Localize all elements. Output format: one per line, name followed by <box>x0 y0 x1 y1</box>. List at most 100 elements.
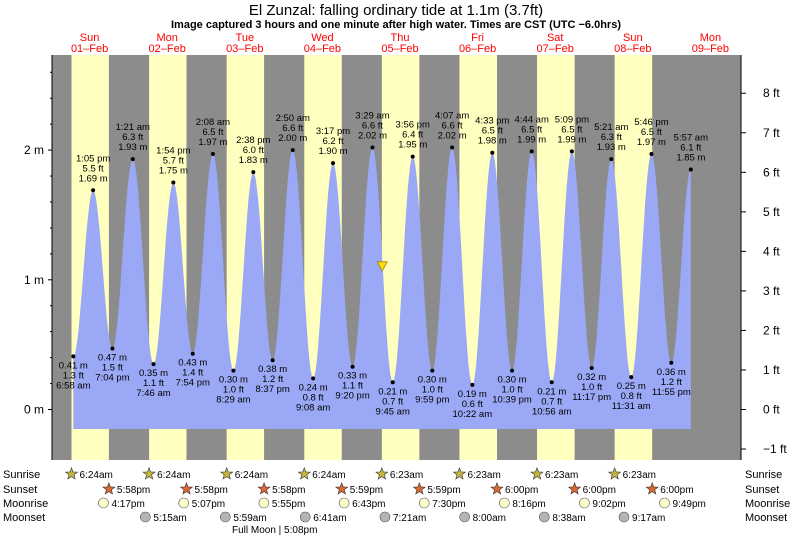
tide-label: 6.1 ft <box>680 143 701 154</box>
tide-label: 2.00 m <box>278 133 307 144</box>
sun-star-icon <box>179 481 194 495</box>
tide-label: 1.1 ft <box>342 381 363 392</box>
chart-subtitle: Image captured 3 hours and one minute af… <box>171 19 621 31</box>
tide-label: 0.33 m <box>338 371 367 382</box>
day-date: 06–Feb <box>459 43 496 55</box>
tide-label: 3:17 pm <box>316 126 350 137</box>
day-date: 03–Feb <box>226 43 263 55</box>
day-name: Fri <box>471 32 484 44</box>
row-label-right: Moonset <box>745 512 787 524</box>
tide-labels: 0.41 m1.3 ft6:58 am 1:05 pm5.5 ft1.69 m 0.… <box>56 111 708 420</box>
event-time: 6:23am <box>545 470 578 481</box>
moon-icon <box>499 497 510 509</box>
sun-star-icon <box>490 481 504 495</box>
tide-label: 0.36 m <box>657 367 686 378</box>
tide-area <box>73 147 691 429</box>
tide-label: 1.69 m <box>79 173 108 184</box>
day-date: 05–Feb <box>381 43 418 55</box>
tide-point <box>470 382 475 387</box>
tide-label: 3:29 am <box>355 111 389 122</box>
event-time: 6:00pm <box>505 485 538 496</box>
tide-label: 0.43 m <box>178 358 207 369</box>
tide-label: 6.5 ft <box>641 127 662 138</box>
tide-label: 11:17 pm <box>572 392 611 403</box>
event-time: 8:16pm <box>512 499 545 510</box>
event-time: 6:43pm <box>352 499 385 510</box>
tide-label: 11:55 pm <box>652 387 691 398</box>
moon-icon <box>379 511 391 523</box>
tide-label: 0.6 ft <box>462 399 483 410</box>
tide-label: 1.5 ft <box>102 363 123 374</box>
tide-label: 1:05 pm <box>76 153 110 164</box>
tide-label: 1:54 pm <box>156 146 190 157</box>
tide-point <box>569 149 574 154</box>
event-time: 5:58pm <box>272 485 305 496</box>
tide-label: 7:04 pm <box>95 373 129 384</box>
tide-label: 11:31 am <box>612 401 651 412</box>
tide-point <box>91 188 96 193</box>
row-label-right: Moonrise <box>745 498 790 510</box>
tide-label: 1.97 m <box>198 137 227 148</box>
event-time: 6:24am <box>312 470 345 481</box>
event-time: 7:30pm <box>432 499 465 510</box>
sun-star-icon <box>530 466 544 480</box>
tide-point <box>110 346 115 351</box>
tide-point <box>589 365 594 370</box>
right-tick-label: 6 ft <box>763 165 780 179</box>
event-time: 6:00pm <box>583 485 616 496</box>
tide-point <box>311 376 316 381</box>
tide-label: 6.5 ft <box>561 124 582 135</box>
tide-point <box>549 380 554 385</box>
event-time: 6:23am <box>390 470 423 481</box>
event-time: 9:02pm <box>592 499 625 510</box>
tide-label: 9:08 am <box>296 402 330 413</box>
day-date: 04–Feb <box>304 43 341 55</box>
sun-star-icon <box>142 466 156 480</box>
tide-point <box>350 364 355 369</box>
moon-icon <box>140 511 151 523</box>
tide-label: 1.83 m <box>239 155 268 166</box>
event-time: 4:17pm <box>111 499 144 510</box>
sun-star-icon <box>645 481 659 495</box>
tide-label: 5:46 pm <box>634 117 668 128</box>
tide-point <box>130 157 135 162</box>
moon-icon <box>258 497 270 509</box>
sun-star-icon <box>334 481 349 495</box>
moon-icon <box>579 497 590 509</box>
tide-label: 2:38 pm <box>236 135 270 146</box>
chart-title: El Zunzal: falling ordinary tide at 1.1m… <box>249 2 543 19</box>
tide-point <box>190 351 195 356</box>
day-headers: Sun01–FebMon02–FebTue03–FebWed04–FebThu0… <box>71 32 729 55</box>
event-time: 7:21am <box>393 513 426 524</box>
tide-label: 3:56 pm <box>396 120 430 131</box>
tide-label: 1.2 ft <box>262 374 283 385</box>
tide-label: 1.97 m <box>637 137 666 148</box>
tide-point <box>430 368 435 373</box>
tide-point <box>231 368 236 373</box>
day-name: Wed <box>311 32 333 44</box>
left-tick-label: 2 m <box>24 143 44 157</box>
sun-star-icon <box>412 481 427 495</box>
tide-label: 1.99 m <box>517 134 546 145</box>
tide-label: 0.7 ft <box>541 396 562 407</box>
event-time: 5:07pm <box>192 499 225 510</box>
tide-point <box>370 145 375 150</box>
event-time: 5:55pm <box>272 499 305 510</box>
sun-star-icon <box>607 466 622 480</box>
left-tick-label: 0 m <box>24 403 44 417</box>
tide-point <box>210 151 215 156</box>
tide-label: 1.3 ft <box>63 370 84 381</box>
tide-label: 10:39 pm <box>492 395 532 406</box>
tide-label: 1.0 ft <box>422 385 443 396</box>
tide-label: 6.0 ft <box>243 145 264 156</box>
tide-label: 7:46 am <box>136 388 170 399</box>
tide-label: 0.32 m <box>577 372 606 383</box>
right-tick-label: 8 ft <box>763 86 780 100</box>
event-time: 5:58pm <box>117 485 150 496</box>
tide-label: 6.2 ft <box>322 136 343 147</box>
tide-label: 0.8 ft <box>303 392 324 403</box>
tide-label: 0.30 m <box>219 375 248 386</box>
day-date: 08–Feb <box>614 43 651 55</box>
tide-label: 6.4 ft <box>402 130 423 141</box>
